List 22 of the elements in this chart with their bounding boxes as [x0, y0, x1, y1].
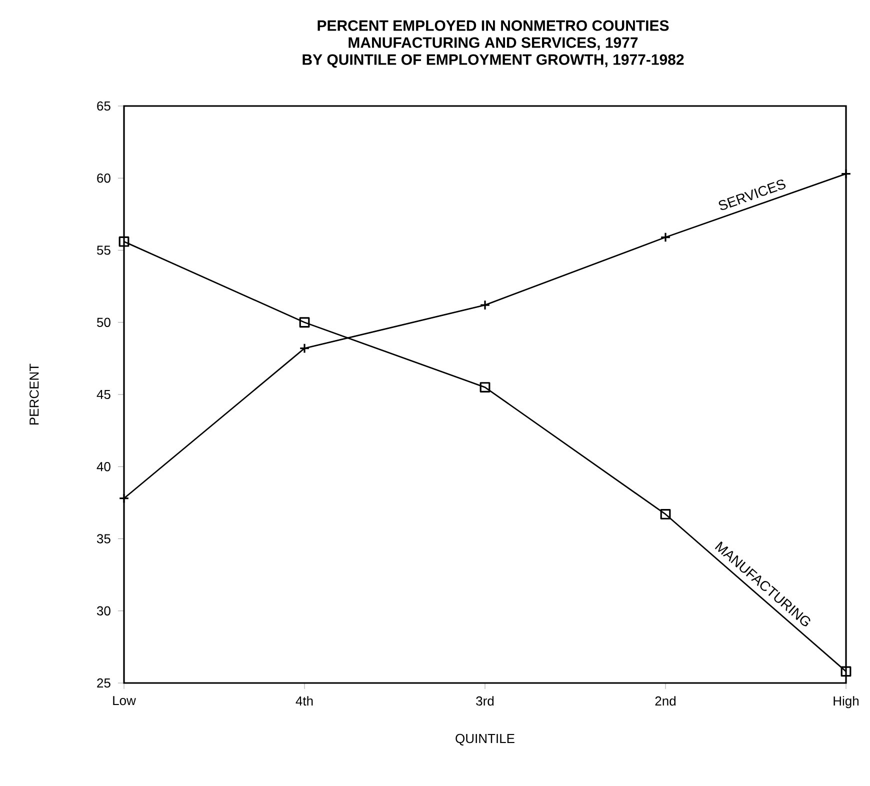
y-tick-label: 60 [97, 174, 110, 183]
x-tick-label: High [834, 696, 859, 708]
chart-title: PERCENT EMPLOYED IN NONMETRO COUNTIES MANUFACTURING AND SERVICES, 1977 BY QUINTILE OF EMPLOYMENT GROWTH, 1977-1982 [302, 20, 684, 68]
y-tick-label: 35 [96, 534, 110, 544]
x-tick-label: 4th [296, 696, 313, 706]
point [299, 317, 310, 328]
x-tick-label: 3rd [476, 696, 494, 706]
point [660, 509, 671, 520]
y-tick-label: 45 [96, 390, 110, 400]
y-tick-label: 30 [96, 606, 110, 616]
y-tick-label: 40 [96, 462, 110, 472]
x-tick-label: Low [113, 696, 136, 706]
x-axis-title: QUINTILE [456, 734, 514, 746]
point [118, 236, 130, 247]
y-tick-label: 65 [97, 101, 110, 111]
point [840, 666, 852, 677]
point [480, 382, 490, 392]
x-tick-label: 2nd [655, 696, 676, 706]
y-tick-label: 55 [97, 246, 110, 255]
y-axis-title: PERCENT [30, 364, 39, 424]
y-tick-label: 25 [97, 678, 110, 688]
y-tick-label: 50 [97, 318, 110, 327]
